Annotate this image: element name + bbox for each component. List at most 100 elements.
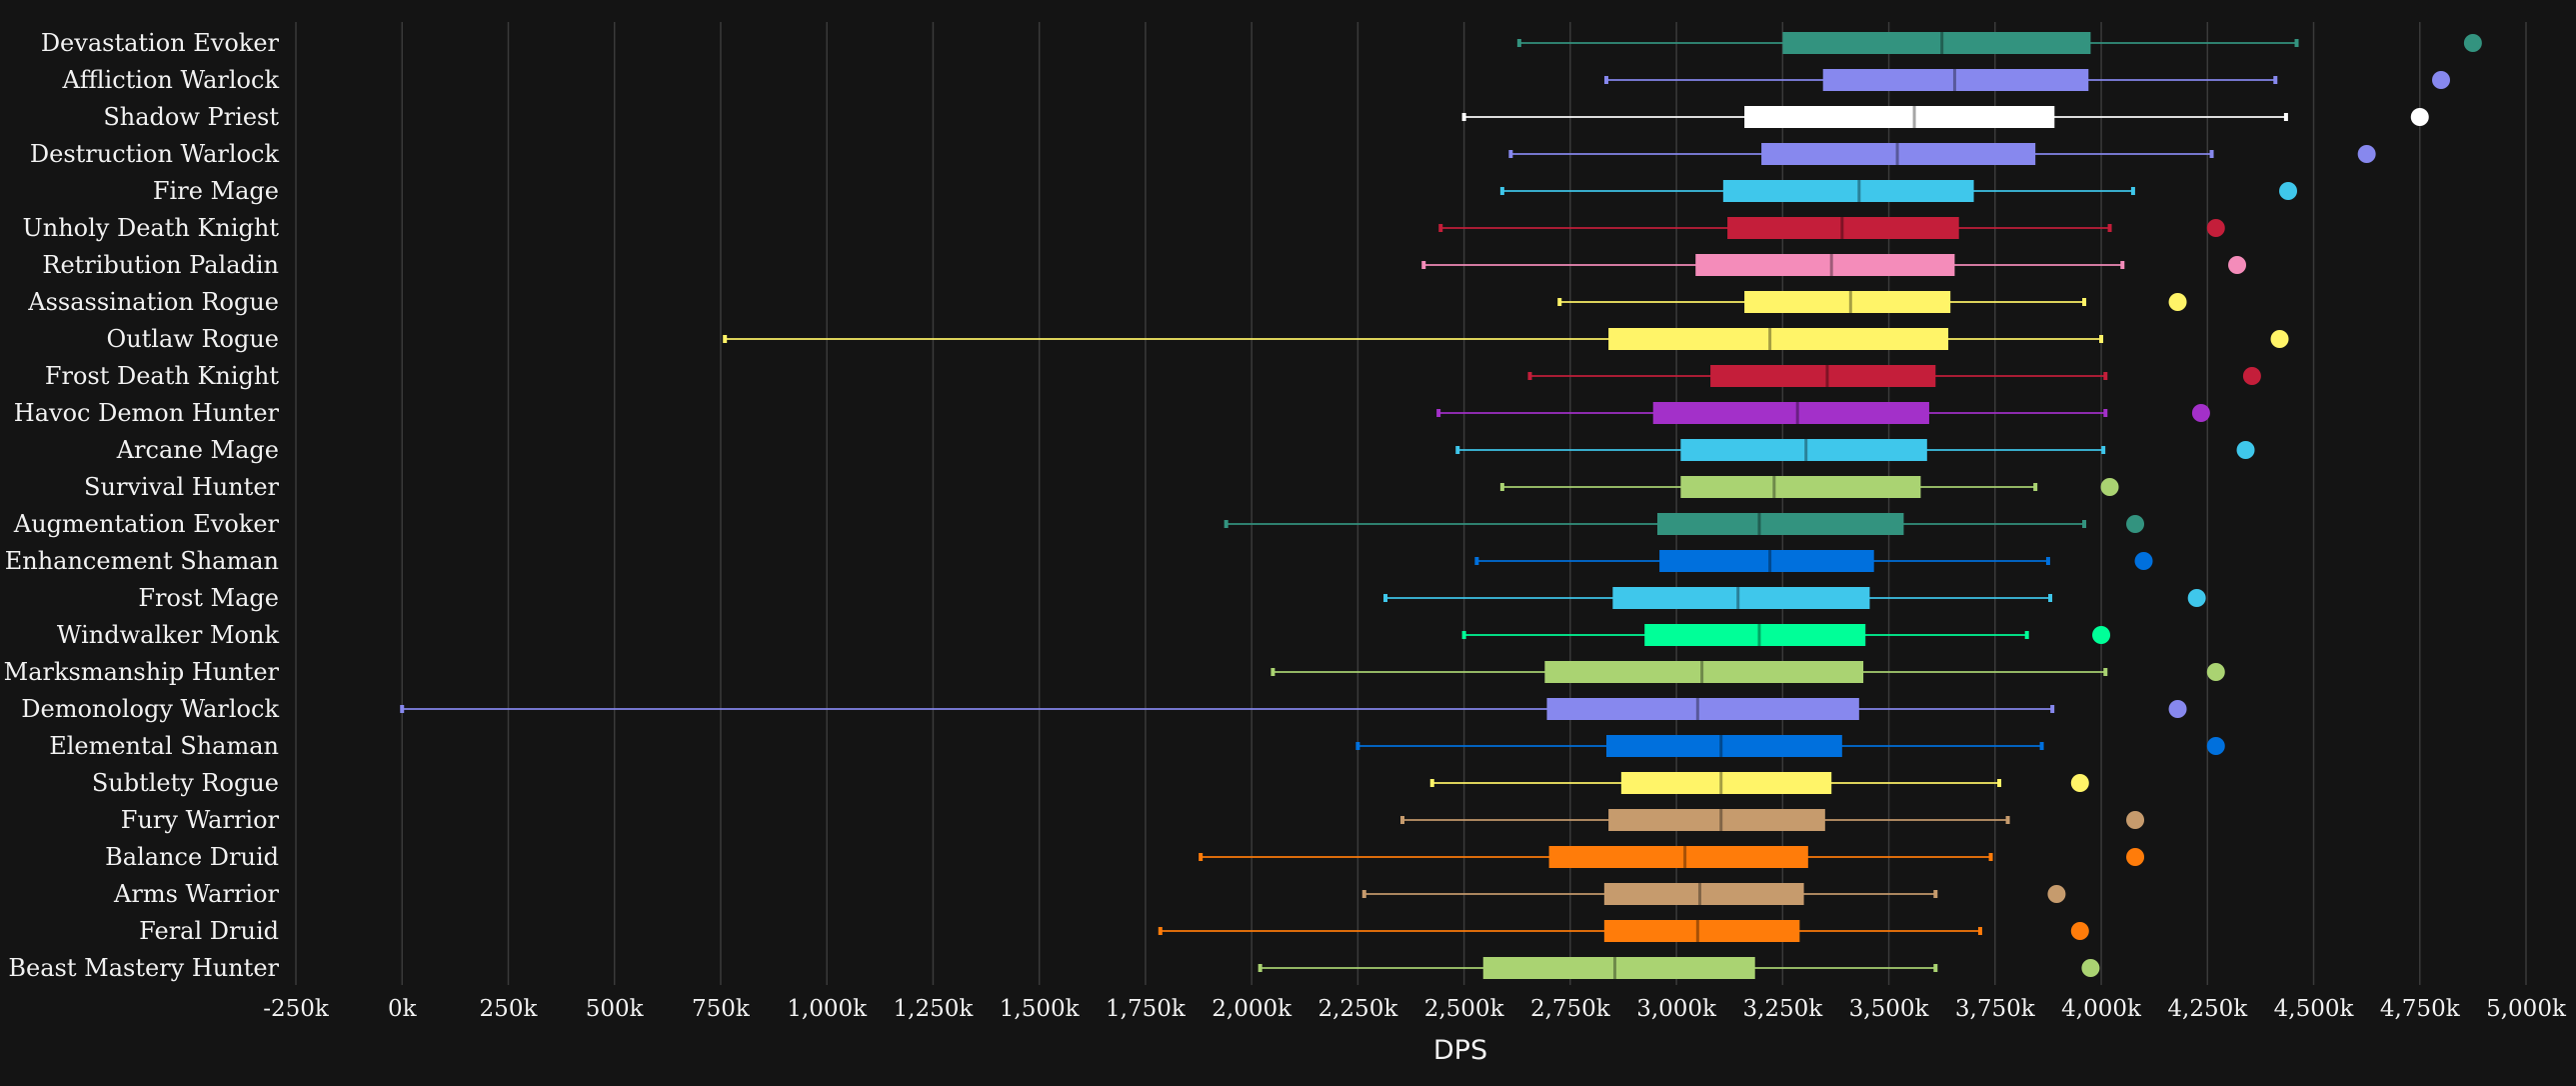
category-label: Enhancement Shaman (5, 547, 279, 575)
max-point (2228, 256, 2247, 274)
category-label: Demonology Warlock (21, 695, 279, 723)
category-label: Balance Druid (105, 843, 279, 871)
category-label: Frost Mage (138, 584, 279, 612)
max-point (2126, 515, 2145, 533)
iqr-box (1722, 180, 1974, 202)
category-label: Survival Hunter (84, 473, 279, 501)
box-row (1499, 476, 2119, 498)
category-label: Havoc Demon Hunter (14, 399, 280, 427)
box-row (1499, 180, 2298, 202)
max-point (2410, 108, 2429, 126)
grid-lines (295, 22, 2527, 985)
x-tick-label: 4,250k (2167, 996, 2248, 1022)
x-tick-label: 5,000k (2486, 996, 2567, 1022)
max-point (2047, 885, 2066, 903)
box-row (1400, 809, 2145, 831)
box-row (1258, 957, 2100, 979)
max-point (2168, 293, 2187, 311)
box-row (1158, 920, 2089, 942)
iqr-box (1544, 661, 1864, 683)
box-row (1355, 735, 2225, 757)
x-tick-label: 250k (480, 996, 539, 1022)
max-point (2134, 552, 2153, 570)
box-row (400, 698, 2187, 720)
category-label: Affliction Warlock (61, 66, 279, 94)
x-tick-label: 1,750k (1106, 996, 1187, 1022)
iqr-box (1548, 846, 1808, 868)
x-tick-label: 3,500k (1849, 996, 1930, 1022)
x-tick-label: 4,000k (2061, 996, 2142, 1022)
iqr-box (1603, 920, 1800, 942)
iqr-box (1761, 143, 2036, 165)
max-point (2463, 34, 2482, 52)
box-row (1455, 439, 2255, 461)
max-point (2187, 589, 2206, 607)
x-tick-label: 4,750k (2380, 996, 2461, 1022)
x-tick-label: 1,000k (787, 996, 868, 1022)
iqr-box (1744, 106, 2055, 128)
x-tick-label: 0k (388, 996, 418, 1022)
max-point (2206, 737, 2225, 755)
iqr-box (1656, 513, 1904, 535)
x-tick-label: 2,250k (1317, 996, 1398, 1022)
category-label: Feral Druid (139, 917, 279, 945)
iqr-box (1680, 476, 1921, 498)
x-tick-label: 1,500k (1000, 996, 1081, 1022)
max-point (2126, 811, 2145, 829)
x-tick-label: -250k (263, 996, 330, 1022)
box-row (1461, 624, 2111, 646)
box-row (1361, 883, 2066, 905)
category-label: Arcane Mage (116, 436, 279, 464)
category-label: Fury Warrior (121, 806, 280, 834)
max-point (2100, 478, 2119, 496)
iqr-box (1744, 291, 1951, 313)
max-point (2236, 441, 2255, 459)
box-row (1199, 846, 2145, 868)
max-point (2432, 71, 2451, 89)
category-labels: Devastation Evoker Affliction Warlock Shad… (4, 29, 280, 982)
x-tick-label: 500k (586, 996, 645, 1022)
box-row (1383, 587, 2206, 609)
box-row (1516, 32, 2482, 54)
iqr-box (1546, 698, 1859, 720)
max-point (2206, 663, 2225, 681)
max-point (2081, 959, 2100, 977)
iqr-box (1612, 587, 1870, 609)
box-row (1436, 402, 2210, 424)
category-label: Marksmanship Hunter (4, 658, 280, 686)
max-point (2242, 367, 2261, 385)
box-row (1508, 143, 2376, 165)
iqr-box (1822, 69, 2089, 91)
max-point (2070, 774, 2089, 792)
x-tick-label: 2,500k (1424, 996, 1505, 1022)
max-point (2206, 219, 2225, 237)
category-label: Devastation Evoker (41, 29, 280, 57)
iqr-box (1695, 254, 1955, 276)
box-row (1557, 291, 2187, 313)
iqr-box (1608, 809, 1825, 831)
max-point (2126, 848, 2145, 866)
category-label: Outlaw Rogue (107, 325, 279, 353)
category-label: Fire Mage (153, 177, 279, 205)
box-row (1474, 550, 2153, 572)
iqr-box (1603, 883, 1804, 905)
iqr-box (1644, 624, 1866, 646)
category-label: Frost Death Knight (45, 362, 280, 390)
x-tick-label: 2,000k (1212, 996, 1292, 1022)
category-label: Augmentation Evoker (13, 510, 280, 538)
box-row (1603, 69, 2451, 91)
category-label: Destruction Warlock (30, 140, 280, 168)
iqr-box (1710, 365, 1936, 387)
x-tick-label: 3,250k (1742, 996, 1823, 1022)
category-label: Subtlety Rogue (92, 769, 279, 797)
iqr-box (1782, 32, 2091, 54)
box-row (1224, 513, 2145, 535)
iqr-box (1608, 328, 1949, 350)
category-label: Beast Mastery Hunter (8, 954, 279, 982)
iqr-box (1652, 402, 1929, 424)
x-tick-label: 3,000k (1636, 996, 1717, 1022)
box-row (1438, 217, 2225, 239)
box-row (723, 328, 2289, 350)
x-tick-label: 750k (692, 996, 751, 1022)
